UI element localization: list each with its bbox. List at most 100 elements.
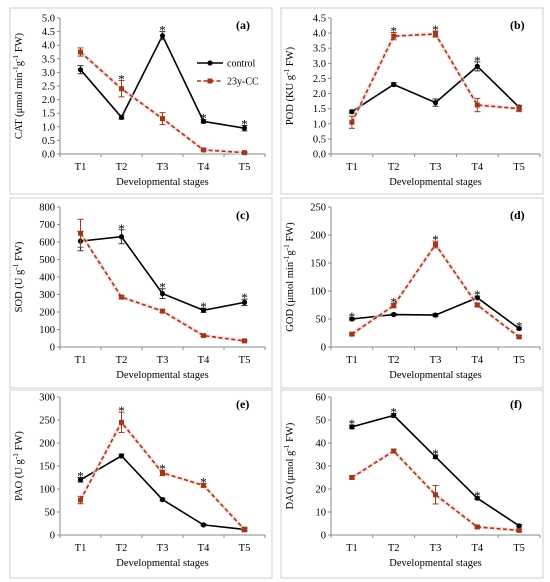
legend: control 23y-CC — [197, 59, 259, 88]
series-control — [348, 412, 523, 529]
data-point — [201, 333, 206, 339]
significance-asterisk: * — [390, 405, 397, 420]
data-point — [349, 424, 355, 430]
x-tick-label: T5 — [513, 355, 525, 366]
y-tick-label: 0 — [321, 343, 326, 354]
y-axis-title-part: DAO (μmol g — [285, 450, 296, 509]
significance-asterisk: * — [159, 280, 166, 295]
legend-label: 23y-CC — [227, 77, 259, 88]
data-point — [349, 316, 355, 322]
x-tick-label: T4 — [471, 355, 483, 366]
data-point — [516, 334, 522, 340]
significance-asterisk: * — [390, 294, 397, 309]
y-tick-label: 60 — [316, 393, 327, 404]
y-axis-title-superscript: -1 — [282, 255, 291, 261]
y-tick-label: 300 — [39, 393, 55, 404]
data-point — [159, 291, 166, 297]
x-tick-label: T4 — [198, 543, 210, 554]
y-axis-title-part: FW) — [285, 422, 296, 444]
significance-asterisk: * — [77, 469, 84, 484]
y-tick-label: 40 — [316, 439, 327, 450]
data-point — [119, 294, 124, 300]
x-tick-label: T2 — [116, 162, 128, 173]
data-point — [349, 109, 355, 115]
series-23y-CC — [77, 411, 248, 533]
x-tick-label: T4 — [198, 355, 210, 366]
y-tick-label: 50 — [316, 315, 327, 326]
x-tick-label: T2 — [388, 355, 400, 366]
panel-frame — [9, 389, 273, 579]
y-axis-title-superscript: -1 — [11, 54, 20, 60]
data-point — [78, 49, 83, 55]
y-axis-title: DAO (μmol g-1 FW) — [282, 422, 296, 509]
significance-asterisk: * — [390, 24, 397, 39]
series-line — [351, 450, 520, 532]
y-tick-label: 0.0 — [313, 150, 326, 161]
x-axis-title: Developmental stages — [389, 177, 481, 188]
panel-frame — [280, 7, 544, 195]
series-23y-CC — [77, 47, 248, 156]
significance-asterisk: * — [516, 318, 523, 333]
data-point — [474, 524, 480, 530]
significance-asterisk: * — [159, 23, 166, 38]
y-tick-label: 200 — [39, 308, 55, 319]
x-tick-label: T5 — [239, 543, 251, 554]
x-tick-label: T1 — [346, 543, 358, 554]
panel-label: (b) — [510, 18, 525, 32]
data-point — [433, 492, 438, 498]
significance-asterisk: * — [349, 309, 356, 324]
y-tick-label: 0.5 — [313, 134, 326, 145]
data-point — [516, 106, 522, 112]
series-control — [348, 61, 523, 115]
significance-asterisk: * — [474, 287, 481, 302]
significance-asterisk: * — [432, 446, 439, 461]
y-tick-label: 100 — [39, 325, 55, 336]
legend-marker — [207, 60, 213, 66]
y-tick-label: 4.5 — [313, 14, 326, 25]
data-point — [349, 475, 355, 480]
significance-asterisk: * — [474, 488, 481, 503]
significance-asterisk: * — [474, 53, 481, 68]
y-axis-title: SOD (U g-1 FW) — [11, 241, 25, 312]
data-point — [77, 67, 84, 73]
x-tick-label: T3 — [430, 162, 442, 173]
y-tick-label: 30 — [316, 462, 327, 473]
x-tick-label: T1 — [75, 543, 87, 554]
data-point — [241, 125, 248, 131]
data-point — [433, 31, 438, 37]
data-point — [474, 495, 480, 501]
x-tick-label: T4 — [471, 543, 483, 554]
data-point — [391, 311, 397, 318]
y-axis-title-part: FW) — [285, 222, 296, 244]
data-point — [242, 526, 247, 532]
x-tick-label: T4 — [471, 162, 483, 173]
y-tick-label: 2.5 — [313, 74, 326, 85]
y-axis-title-superscript: -1 — [11, 453, 20, 459]
x-tick-label: T5 — [513, 543, 525, 554]
y-tick-label: 250 — [39, 416, 55, 427]
y-axis-title-superscript: -1 — [282, 244, 291, 250]
data-point — [119, 86, 124, 92]
y-tick-label: 20 — [316, 485, 327, 496]
significance-asterisk: * — [200, 111, 207, 126]
data-point — [474, 102, 480, 108]
panel-frame — [9, 197, 273, 389]
data-point — [77, 477, 84, 483]
significance-asterisk: * — [241, 116, 248, 131]
data-point — [242, 150, 247, 156]
y-axis-title-part: PAO (U g — [14, 459, 25, 501]
significance-asterisk: * — [432, 22, 439, 37]
y-axis-title-part: FW) — [14, 32, 25, 54]
panel-d: 0 50 100 150 200 250 T1 T2 T3 T4 T5 Developmental s… — [280, 197, 544, 389]
y-tick-label: 1.5 — [42, 109, 55, 120]
y-axis-title-part: FW) — [285, 46, 296, 68]
panel-label: (c) — [236, 208, 249, 222]
x-tick-label: T3 — [430, 355, 442, 366]
y-tick-label: 4.0 — [42, 41, 55, 52]
panel-label: (d) — [510, 208, 525, 222]
y-axis-title-part: GOD (μmol min — [285, 261, 296, 332]
y-tick-label: 700 — [39, 220, 55, 231]
y-tick-label: 0.0 — [42, 150, 55, 161]
x-axis-title: Developmental stages — [116, 558, 208, 569]
y-axis-title-superscript: -1 — [282, 68, 291, 74]
